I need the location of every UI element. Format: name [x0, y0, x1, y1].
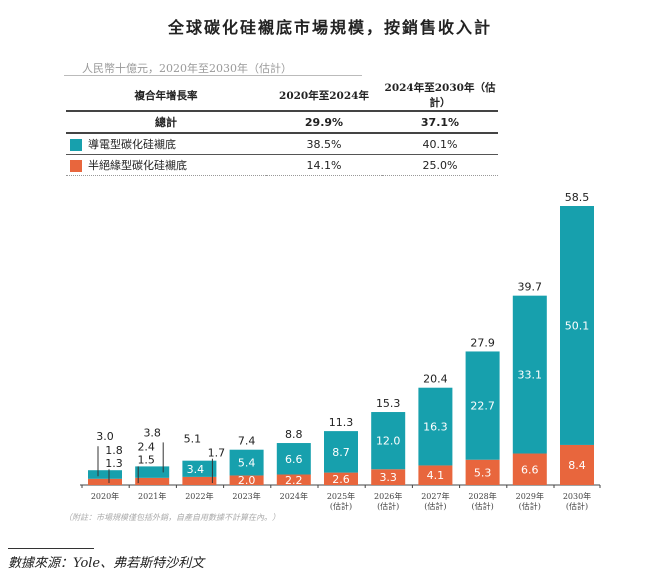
source: 數據來源：Yole、弗若斯特沙利文	[8, 556, 205, 571]
x-tick-label: 2028年	[468, 491, 496, 501]
conductive-label: 6.6	[285, 453, 303, 466]
footnote: （附註：市場規模僅包括外銷，自產自用數據不計算在內。）	[64, 513, 280, 522]
conductive-label: 1.8	[105, 444, 123, 457]
total-label: 7.4	[238, 435, 256, 448]
cell: 29.9%	[266, 111, 382, 134]
x-tick-label: 2024年	[280, 491, 308, 501]
total-label: 15.3	[376, 397, 401, 410]
semi-insulating-label: 2.0	[238, 474, 256, 487]
cell: 25.0%	[382, 154, 498, 176]
bar-conductive	[512, 295, 547, 454]
x-tick-label: 2022年	[185, 491, 213, 501]
table-header: 複合年增長率	[66, 80, 266, 112]
total-label: 總計	[66, 111, 266, 134]
bar-semi-insulating	[371, 469, 406, 485]
semi-insulating-label: 1.5	[137, 453, 155, 466]
bar-semi-insulating	[324, 472, 358, 485]
legend-label: 導電型碳化硅襯底	[88, 138, 176, 151]
total-label: 58.5	[565, 191, 590, 204]
table-row: 總計 29.9% 37.1%	[66, 111, 498, 134]
stacked-bar-chart: 3.01.81.3 2020年 3.82.41.5 2021年 5.1 1.73.4 202…	[80, 191, 601, 511]
bar-conductive	[276, 443, 311, 475]
x-tick-sublabel: (估計)	[566, 501, 588, 511]
total-label: 39.7	[518, 281, 543, 294]
conductive-label: 16.3	[423, 421, 448, 434]
conductive-label: 50.1	[565, 319, 590, 332]
legend-label: 半絕緣型碳化硅襯底	[88, 159, 187, 172]
table-header: 2020年至2024年	[266, 80, 382, 112]
x-tick-sublabel: (估計)	[519, 501, 541, 511]
bar-semi-insulating	[418, 465, 453, 485]
bar-semi-insulating	[560, 444, 594, 485]
cell: 40.1%	[382, 133, 498, 155]
bar-semi-insulating	[88, 478, 122, 485]
x-tick-label: 2026年	[374, 491, 402, 501]
total-label: 27.9	[470, 336, 495, 349]
bar-conductive	[88, 470, 122, 479]
semi-insulating-label: 1.3	[105, 457, 123, 470]
x-tick-label: 2029年	[516, 491, 544, 501]
bar-conductive	[182, 460, 217, 477]
bar-semi-insulating	[182, 476, 217, 485]
semi-insulating-label: 3.3	[379, 471, 397, 484]
bar-semi-insulating	[276, 474, 311, 485]
x-tick-label: 2030年	[563, 491, 591, 501]
bar-conductive	[371, 412, 406, 470]
total-label: 3.0	[96, 430, 114, 443]
bar-conductive	[560, 206, 594, 445]
x-tick-label: 2020年	[91, 491, 119, 501]
conductive-label: 33.1	[518, 369, 543, 382]
total-label: 3.8	[143, 426, 161, 439]
semi-insulating-label: 1.7	[208, 447, 226, 460]
semi-insulating-label: 8.4	[568, 459, 586, 472]
x-tick-sublabel: (估計)	[424, 501, 446, 511]
table-row: 半絕緣型碳化硅襯底 14.1% 25.0%	[66, 154, 498, 176]
bar-conductive	[418, 387, 453, 466]
bar-conductive	[229, 449, 264, 476]
cell: 14.1%	[266, 154, 382, 176]
divider	[8, 548, 94, 549]
cagr-table: 複合年增長率 2020年至2024年 2024年至2030年（估計） 總計 29…	[66, 80, 498, 176]
total-label: 5.1	[184, 433, 202, 446]
conductive-label: 22.7	[470, 400, 495, 413]
x-tick-label: 2021年	[138, 491, 166, 501]
x-tick-sublabel: (估計)	[377, 501, 399, 511]
x-tick-label: 2023年	[232, 491, 260, 501]
divider	[64, 75, 362, 76]
table-row: 導電型碳化硅襯底 38.5% 40.1%	[66, 133, 498, 155]
legend-swatch-conductive	[70, 139, 82, 151]
semi-insulating-label: 2.6	[332, 473, 350, 486]
x-tick-label: 2025年	[327, 491, 355, 501]
bar-conductive	[135, 466, 170, 478]
total-label: 11.3	[329, 416, 354, 429]
bar-conductive	[465, 351, 500, 460]
semi-insulating-label: 4.1	[427, 469, 445, 482]
x-tick-sublabel: (估計)	[471, 501, 493, 511]
conductive-label: 5.4	[238, 457, 256, 470]
conductive-label: 2.4	[137, 440, 155, 453]
total-label: 8.8	[285, 428, 303, 441]
conductive-label: 3.4	[187, 463, 205, 476]
table-header: 2024年至2030年（估計）	[382, 80, 498, 112]
bar-semi-insulating	[229, 475, 264, 485]
cell: 37.1%	[382, 111, 498, 134]
total-label: 20.4	[423, 373, 448, 386]
bar-semi-insulating	[135, 477, 170, 485]
legend-swatch-semi-insulating	[70, 160, 82, 172]
conductive-label: 8.7	[332, 446, 350, 459]
x-tick-label: 2027年	[421, 491, 449, 501]
bar-conductive	[324, 431, 358, 473]
semi-insulating-label: 5.3	[474, 466, 492, 479]
cell: 38.5%	[266, 133, 382, 155]
conductive-label: 12.0	[376, 435, 401, 448]
semi-insulating-label: 2.2	[285, 474, 303, 487]
chart-subtitle: 人民幣十億元，2020年至2030年（估計）	[82, 62, 292, 75]
chart-title: 全球碳化硅襯底市場規模，按銷售收入計	[167, 18, 492, 37]
bar-semi-insulating	[465, 459, 500, 485]
bar-semi-insulating	[512, 453, 547, 485]
semi-insulating-label: 6.6	[521, 463, 539, 476]
x-tick-sublabel: (估計)	[330, 501, 352, 511]
